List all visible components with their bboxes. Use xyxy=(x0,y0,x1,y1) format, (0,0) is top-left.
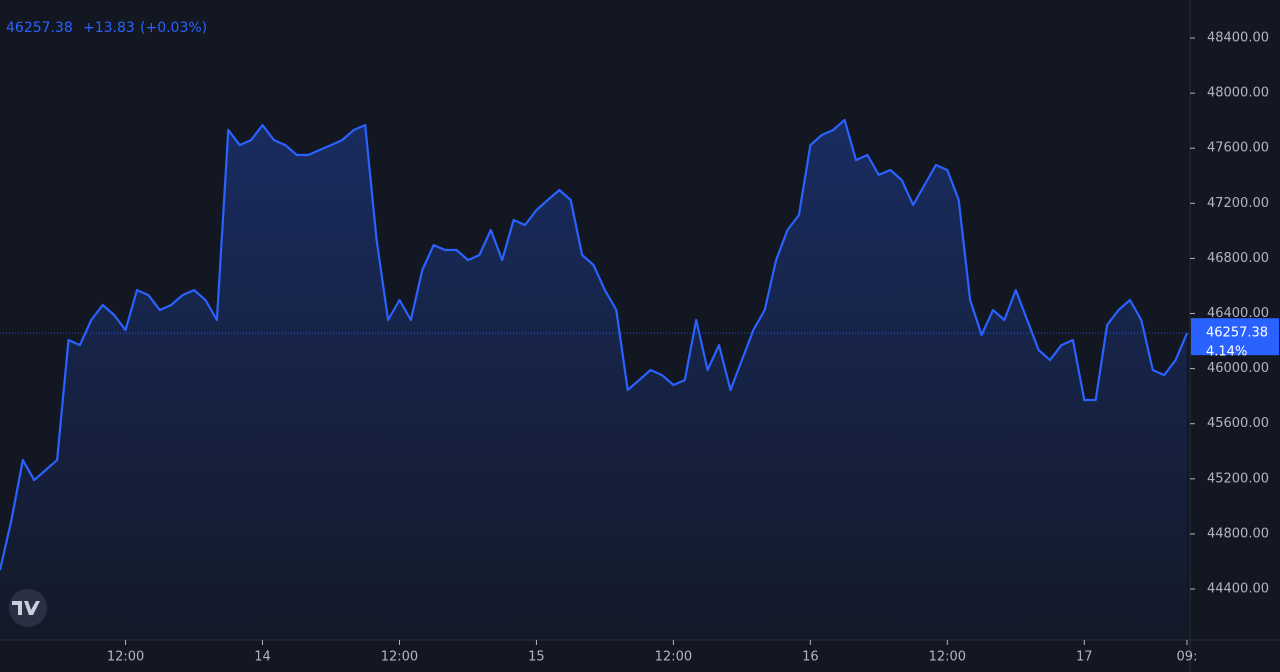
area xyxy=(0,120,1187,640)
price-pct: 4.14% xyxy=(1206,345,1247,360)
change: +13.83 xyxy=(83,20,135,36)
x-tick-label: 17 xyxy=(1076,650,1093,665)
line xyxy=(0,118,1189,571)
x-tick-label: 12:00 xyxy=(107,650,144,665)
y-tick-label: 44800.00 xyxy=(1207,526,1269,541)
y-tick-label: 44400.00 xyxy=(1207,582,1269,597)
x-tick-label: 16 xyxy=(802,650,819,665)
price-label-box xyxy=(1191,318,1279,356)
y-tick-label: 46000.00 xyxy=(1207,361,1269,376)
x-tick-label: 12:00 xyxy=(381,650,418,665)
y-tick-label: 45600.00 xyxy=(1207,416,1269,431)
y-tick-label: 47200.00 xyxy=(1207,196,1269,211)
x-tick-label: 15 xyxy=(528,650,545,665)
y-tick-label: 46800.00 xyxy=(1207,251,1269,266)
x-tick-label: 12:00 xyxy=(929,650,966,665)
y-tick-label: 45200.00 xyxy=(1207,471,1269,486)
x-tick-label: 09: xyxy=(1177,650,1198,665)
y-tick-label: 48400.00 xyxy=(1207,31,1269,46)
last-price: 46257.38 xyxy=(6,20,73,36)
y-tick-label: 47600.00 xyxy=(1207,141,1269,156)
change-pct: (+0.03%) xyxy=(140,20,207,36)
y-tick-label: 48000.00 xyxy=(1207,86,1269,101)
y-tick-label: 46400.00 xyxy=(1207,306,1269,321)
price-label: 46257.38 xyxy=(1206,326,1268,341)
x-tick-label: 12:00 xyxy=(655,650,692,665)
x-tick-label: 14 xyxy=(254,650,271,665)
